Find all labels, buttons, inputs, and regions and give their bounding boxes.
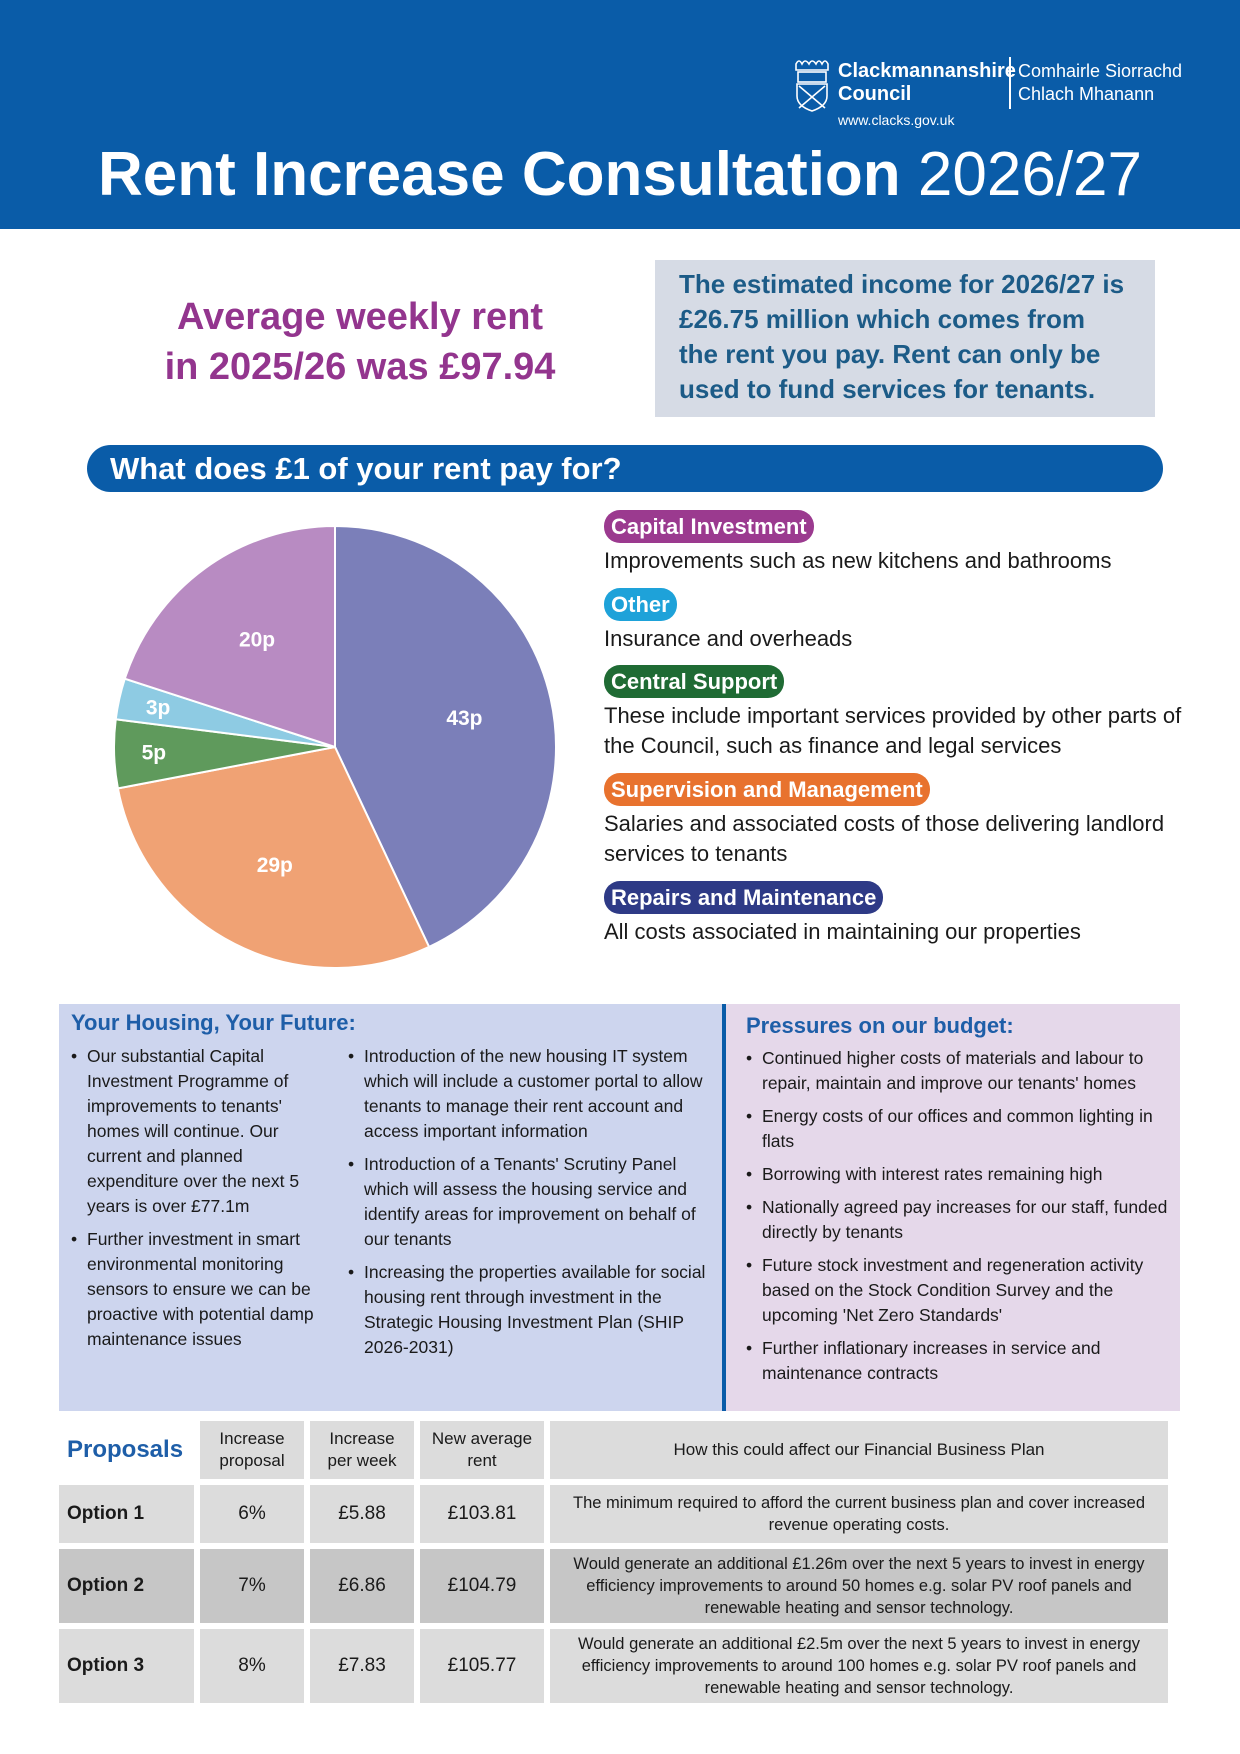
section-banner: What does £1 of your rent pay for?	[87, 445, 1163, 492]
pie-slice-label: 5p	[142, 742, 167, 765]
list-item: Nationally agreed pay increases for our …	[744, 1195, 1174, 1245]
pie-slice	[116, 745, 431, 969]
legend-pill: Supervision and Management	[604, 773, 930, 806]
new-rent-cell: £103.81	[420, 1485, 544, 1543]
column-header: How this could affect our Financial Busi…	[550, 1421, 1168, 1479]
increase-cell: 6%	[200, 1485, 304, 1543]
new-rent-cell: £105.77	[420, 1629, 544, 1703]
effect-cell: The minimum required to afford the curre…	[550, 1485, 1168, 1543]
pie-slice-label: 43p	[446, 707, 482, 730]
option-label: Option 1	[59, 1485, 194, 1543]
effect-cell: Would generate an additional £2.5m over …	[550, 1629, 1168, 1703]
table-header-row: Proposals Increase proposal Increase per…	[59, 1421, 1168, 1479]
council-name-gaelic: Comhairle Siorrachd Chlach Mhanann	[1018, 61, 1183, 104]
housing-heading: Your Housing, Your Future:	[71, 1010, 356, 1035]
legend-description: Salaries and associated costs of those d…	[604, 811, 1165, 866]
table-row: Option 1 6% £5.88 £103.81 The minimum re…	[59, 1485, 1168, 1543]
legend-description: All costs associated in maintaining our …	[604, 919, 1081, 944]
table-row: Option 2 7% £6.86 £104.79 Would generate…	[59, 1549, 1168, 1623]
option-label: Option 3	[59, 1629, 194, 1703]
housing-list-col2: Introduction of the new housing IT syste…	[346, 1044, 716, 1368]
table-row: Option 3 8% £7.83 £105.77 Would generate…	[59, 1629, 1168, 1703]
list-item: Introduction of a Tenants' Scrutiny Pane…	[346, 1152, 716, 1252]
option-label: Option 2	[59, 1549, 194, 1623]
legend-pill: Other	[604, 588, 677, 621]
legend-description: Improvements such as new kitchens and ba…	[604, 548, 1112, 573]
page-title: Rent Increase Consultation 2026/27	[97, 140, 1143, 209]
column-header: Increase per week	[310, 1421, 414, 1479]
list-item: Further investment in smart environmenta…	[69, 1227, 319, 1352]
per-week-cell: £5.88	[310, 1485, 414, 1543]
proposals-table: Proposals Increase proposal Increase per…	[53, 1415, 1174, 1709]
list-item: Borrowing with interest rates remaining …	[744, 1162, 1174, 1187]
legend-item: Capital Investment Improvements such as n…	[604, 510, 1204, 576]
pie-slice	[123, 525, 336, 749]
legend-description: Insurance and overheads	[604, 626, 853, 651]
pie-slice	[334, 525, 557, 949]
column-header: Increase proposal	[200, 1421, 304, 1479]
housing-future-section: Your Housing, Your Future: Our substanti…	[59, 1004, 722, 1411]
legend-item: Repairs and Maintenance All costs associa…	[604, 881, 1204, 947]
legend-item: Supervision and Management Salaries and a…	[604, 773, 1204, 869]
legend-pill: Central Support	[604, 665, 785, 698]
legend-description: These include important services provide…	[604, 703, 1182, 758]
legend-item: Other Insurance and overheads	[604, 588, 1204, 654]
list-item: Continued higher costs of materials and …	[744, 1046, 1174, 1096]
effect-cell: Would generate an additional £1.26m over…	[550, 1549, 1168, 1623]
list-item: Increasing the properties available for …	[346, 1260, 716, 1360]
pie-slice-label: 3p	[146, 696, 171, 719]
list-item: Introduction of the new housing IT syste…	[346, 1044, 716, 1144]
pie-slice-label: 20p	[239, 629, 275, 652]
list-item: Our substantial Capital Investment Progr…	[69, 1044, 319, 1219]
council-name-english: Clackmannanshire Council	[838, 60, 1016, 105]
proposals-heading: Proposals	[67, 1436, 184, 1463]
legend-item: Central Support These include important s…	[604, 665, 1204, 761]
logo-divider	[1009, 57, 1011, 109]
pressures-heading: Pressures on our budget:	[746, 1013, 1014, 1038]
legend-pill: Repairs and Maintenance	[604, 881, 884, 914]
legend-pill: Capital Investment	[604, 510, 814, 543]
rent-pie-chart: 43p 29p 5p 3p 20p	[113, 525, 557, 969]
column-header: New average rent	[420, 1421, 544, 1479]
increase-cell: 8%	[200, 1629, 304, 1703]
per-week-cell: £7.83	[310, 1629, 414, 1703]
list-item: Energy costs of our offices and common l…	[744, 1104, 1174, 1154]
pressures-list: Continued higher costs of materials and …	[744, 1046, 1174, 1394]
income-note: The estimated income for 2026/27 is £26.…	[655, 260, 1155, 417]
per-week-cell: £6.86	[310, 1549, 414, 1623]
council-crest-icon	[795, 60, 829, 112]
new-rent-cell: £104.79	[420, 1549, 544, 1623]
council-url[interactable]: www.clacks.gov.uk	[838, 112, 955, 128]
pie-slice-label: 29p	[257, 854, 293, 877]
increase-cell: 7%	[200, 1549, 304, 1623]
list-item: Future stock investment and regeneration…	[744, 1253, 1174, 1328]
header-banner: Clackmannanshire Council Comhairle Siorra…	[0, 0, 1240, 229]
housing-list-col1: Our substantial Capital Investment Progr…	[69, 1044, 319, 1360]
budget-pressures-section: Pressures on our budget: Continued highe…	[722, 1004, 1180, 1411]
list-item: Further inflationary increases in servic…	[744, 1336, 1174, 1386]
average-rent-statement: Average weekly rent in 2025/26 was £97.94	[164, 296, 556, 388]
